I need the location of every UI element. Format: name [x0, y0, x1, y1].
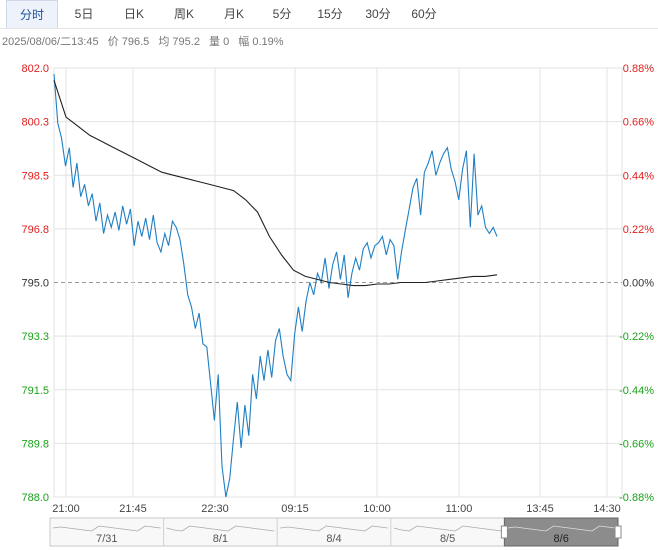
tab-7[interactable]: 30分: [365, 7, 391, 21]
y-tick-label-left: 802.0: [21, 63, 49, 75]
plot-frame: [53, 67, 623, 498]
tab-3[interactable]: 周K: [173, 7, 194, 21]
tab-1[interactable]: 5日: [74, 7, 94, 21]
y-tick-label-right: 0.22%: [623, 224, 654, 236]
timeline-date-label: 8/4: [326, 533, 341, 545]
y-tick-label-right: -0.22%: [619, 331, 654, 343]
period-tab-bar: 分时 5日 日K 周K 月K 5分 15分 30分 60分: [0, 0, 658, 29]
price-line: [53, 74, 498, 498]
timeline-navigator: [49, 517, 619, 547]
x-tick-label: 10:00: [363, 503, 391, 515]
timeline-sparkline: [507, 525, 616, 532]
timeline-left-handle[interactable]: [500, 525, 508, 539]
y-tick-label-right: -0.66%: [619, 438, 654, 450]
x-tick-label: 22:30: [201, 503, 229, 515]
y-tick-label-left: 793.3: [21, 331, 49, 343]
y-tick-label-right: 0.00%: [623, 278, 654, 290]
volume-label: 量: [209, 36, 221, 48]
y-tick-label-right: 0.66%: [623, 117, 654, 129]
timeline-right-handle[interactable]: [614, 525, 622, 539]
timeline-date-label: 8/1: [213, 533, 228, 545]
y-tick-label-left: 796.8: [21, 224, 49, 236]
tab-5[interactable]: 5分: [272, 7, 292, 21]
change-label: 幅: [238, 36, 250, 48]
timeline-date-label: 8/6: [554, 533, 569, 545]
quote-info-bar: 2025/08/06/二13:45 价 796.5 均 795.2 量 0 幅 …: [2, 33, 290, 49]
avg-value: 795.2: [172, 36, 200, 48]
price-label: 价: [107, 36, 119, 48]
x-tick-label: 21:00: [52, 503, 80, 515]
quote-datetime: 2025/08/06/二13:45: [2, 36, 99, 48]
x-tick-label: 13:45: [526, 503, 554, 515]
timeline-date-label: 8/5: [440, 533, 455, 545]
y-tick-label-left: 800.3: [21, 117, 49, 129]
y-tick-label-left: 788.0: [21, 492, 49, 504]
x-tick-label: 14:30: [593, 503, 621, 515]
timeline-sparkline: [52, 525, 161, 532]
tab-4[interactable]: 月K: [223, 7, 244, 21]
volume-value: 0: [223, 36, 230, 48]
y-tick-label-right: 0.88%: [623, 63, 654, 75]
timeline-sparkline: [393, 525, 502, 532]
average-price-line: [53, 80, 498, 287]
timeline-selected-range: [503, 517, 619, 547]
y-tick-label-left: 795.0: [21, 278, 49, 290]
change-value: 0.19%: [252, 36, 284, 48]
timeline-sparkline: [166, 525, 275, 532]
x-tick-label: 11:00: [446, 503, 473, 515]
timeline-sparkline: [280, 525, 388, 532]
y-tick-label-left: 789.8: [21, 438, 49, 450]
y-tick-label-right: -0.44%: [619, 385, 654, 397]
x-tick-label: 09:15: [281, 503, 309, 515]
tab-6[interactable]: 15分: [317, 7, 343, 21]
price-value: 796.5: [121, 36, 150, 48]
avg-label: 均: [158, 36, 170, 48]
tab-8[interactable]: 60分: [411, 7, 437, 21]
x-tick-label: 21:45: [119, 503, 147, 515]
y-tick-label-right: -0.88%: [619, 492, 654, 504]
tab-0[interactable]: 分时: [6, 0, 58, 28]
y-tick-label-left: 791.5: [21, 385, 49, 397]
y-tick-label-right: 0.44%: [623, 170, 654, 182]
tab-2[interactable]: 日K: [123, 7, 144, 21]
timeline-date-label: 7/31: [96, 533, 117, 545]
y-tick-label-left: 798.5: [21, 170, 49, 182]
